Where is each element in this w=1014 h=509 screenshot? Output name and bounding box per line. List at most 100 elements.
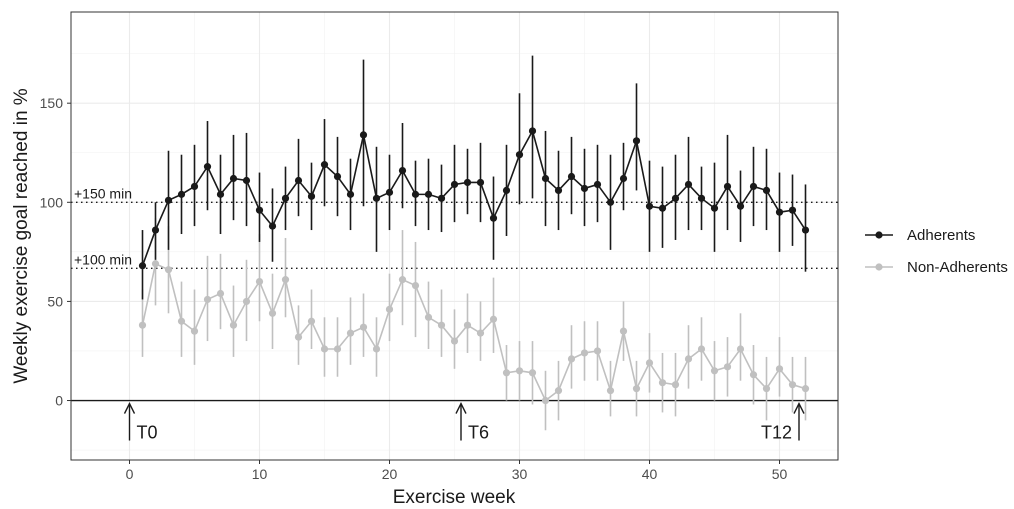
legend: Adherents Non-Adherents (865, 227, 1008, 276)
data-point (632, 385, 641, 393)
data-point (593, 347, 602, 355)
data-point (632, 137, 641, 145)
x-tick-label: 0 (126, 466, 134, 482)
data-point (177, 190, 186, 198)
data-point (242, 297, 251, 306)
data-point (151, 226, 160, 234)
data-point (437, 194, 446, 202)
data-point (801, 226, 810, 234)
timepoint-label: T12 (761, 423, 792, 443)
data-point (242, 176, 251, 185)
data-point (684, 355, 693, 363)
y-tick-label: 150 (40, 95, 64, 111)
data-point (788, 381, 797, 389)
data-point (346, 190, 355, 198)
data-point (268, 309, 277, 317)
data-point (710, 204, 719, 212)
data-point (320, 345, 329, 353)
series-line (141, 262, 806, 402)
y-tick-label: 0 (55, 393, 63, 409)
data-point (424, 190, 433, 198)
data-point (697, 345, 706, 353)
data-point (489, 214, 498, 222)
data-point (788, 206, 797, 214)
data-point (138, 321, 147, 329)
data-point (762, 186, 771, 195)
reference-line-label: +150 min (74, 185, 132, 201)
data-point (567, 172, 576, 181)
data-point (398, 166, 407, 175)
data-point (645, 202, 654, 210)
timepoint-markers: T0 T6 T12 (123, 401, 805, 443)
data-point (411, 190, 420, 198)
legend-label: Adherents (907, 227, 975, 244)
data-point (450, 337, 459, 345)
data-point (762, 385, 771, 393)
data-point (749, 371, 758, 379)
data-point (736, 202, 745, 210)
data-point (437, 321, 446, 329)
data-point (359, 323, 368, 331)
x-tick-label: 10 (252, 466, 268, 482)
reference-lines: +150 min +100 min (71, 185, 838, 402)
data-point (502, 186, 511, 195)
data-point (190, 182, 199, 191)
series-group (138, 55, 810, 300)
data-point (372, 345, 381, 353)
data-point (333, 345, 342, 353)
data-point (723, 363, 732, 371)
data-point (749, 182, 758, 191)
series-line (141, 128, 807, 267)
data-point (281, 194, 290, 202)
data-point (658, 204, 667, 212)
plot-border (70, 11, 839, 461)
data-point (580, 349, 589, 357)
data-point (541, 396, 550, 405)
data-point (255, 206, 264, 214)
data-point (645, 359, 654, 367)
data-point (307, 192, 316, 200)
data-point (164, 196, 173, 204)
data-point (411, 281, 420, 290)
x-tick-label: 20 (382, 466, 398, 482)
legend-key-point (875, 231, 883, 239)
data-point (528, 127, 537, 135)
data-point (567, 355, 576, 363)
data-point (294, 333, 303, 341)
data-point (593, 180, 602, 189)
data-point (801, 385, 810, 393)
data-point (502, 369, 511, 377)
data-point (515, 367, 524, 375)
axes: 0 10 20 30 40 50 0 50 100 150 (40, 95, 788, 482)
y-tick-label: 50 (47, 293, 63, 309)
data-point (346, 329, 355, 337)
data-point (138, 262, 147, 270)
timepoint-arrowhead (123, 401, 136, 414)
data-point (684, 180, 693, 189)
data-point (372, 194, 381, 202)
x-tick-label: 40 (642, 466, 658, 482)
data-point (255, 277, 264, 286)
data-point (775, 208, 784, 216)
data-point (164, 266, 173, 274)
data-point (203, 295, 212, 304)
data-point (216, 190, 225, 198)
data-point (528, 369, 537, 377)
data-point (359, 131, 368, 139)
data-point (216, 289, 225, 298)
data-point (775, 365, 784, 373)
data-point (281, 276, 290, 284)
y-tick-label: 100 (40, 194, 64, 210)
data-point (463, 178, 472, 187)
data-point (619, 327, 628, 335)
data-point (398, 276, 407, 284)
data-point (554, 186, 563, 195)
data-point (697, 194, 706, 202)
legend-key-point (875, 263, 883, 271)
timepoint-arrowhead (455, 401, 467, 414)
data-point (606, 198, 615, 206)
x-tick-label: 30 (512, 466, 528, 482)
reference-line-label: +100 min (74, 251, 132, 267)
series-group (138, 218, 810, 431)
data-point (541, 174, 550, 183)
